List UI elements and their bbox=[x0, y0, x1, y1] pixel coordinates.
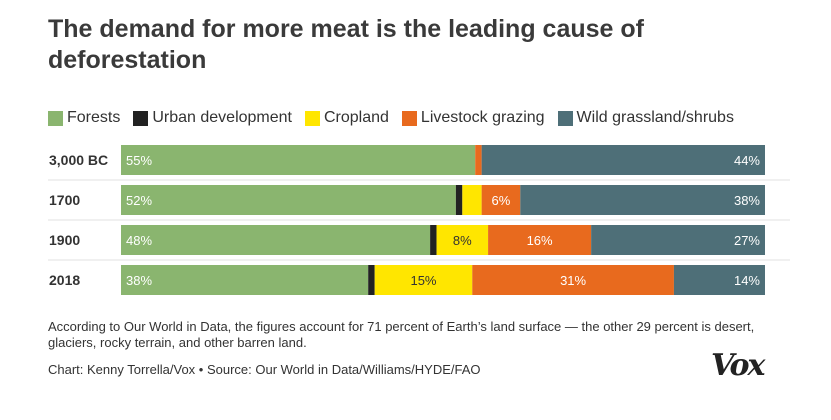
legend-item-urban: Urban development bbox=[133, 109, 292, 127]
legend-label-livestock: Livestock grazing bbox=[420, 109, 545, 126]
legend: Forests Urban development Cropland Lives… bbox=[48, 108, 747, 128]
bar-livestock-grazing-3-000-bc bbox=[475, 145, 482, 175]
data-label-forests-1700: 52% bbox=[126, 193, 152, 208]
legend-swatch-cropland bbox=[304, 110, 320, 126]
bar-cropland-1900 bbox=[436, 225, 489, 255]
data-label-livestock-grazing-2018: 31% bbox=[560, 273, 586, 288]
bar-urban-development-1700 bbox=[455, 185, 463, 215]
legend-item-forests: Forests bbox=[48, 109, 120, 127]
bar-wild-grassland-shrubs-3-000-bc bbox=[481, 145, 765, 175]
data-label-wild-grassland-shrubs-1900: 27% bbox=[734, 233, 760, 248]
legend-label-wild: Wild grassland/shrubs bbox=[576, 109, 734, 126]
data-label-cropland-1900: 8% bbox=[453, 233, 472, 248]
bar-cropland-2018 bbox=[374, 265, 473, 295]
category-label-1700: 1700 bbox=[49, 192, 80, 208]
bar-wild-grassland-shrubs-1700 bbox=[520, 185, 765, 215]
data-label-wild-grassland-shrubs-3-000-bc: 44% bbox=[734, 153, 760, 168]
legend-item-wild: Wild grassland/shrubs bbox=[557, 109, 734, 127]
legend-label-urban: Urban development bbox=[152, 109, 292, 126]
category-label-3-000-bc: 3,000 BC bbox=[49, 152, 108, 168]
legend-item-cropland: Cropland bbox=[304, 109, 389, 127]
legend-label-cropland: Cropland bbox=[323, 109, 389, 126]
legend-swatch-urban bbox=[133, 110, 149, 126]
legend-swatch-wild bbox=[557, 110, 573, 126]
category-label-2018: 2018 bbox=[49, 272, 80, 288]
chart-credit: Chart: Kenny Torrella/Vox • Source: Our … bbox=[48, 362, 481, 377]
bar-forests-1900 bbox=[121, 225, 431, 255]
category-label-1900: 1900 bbox=[49, 232, 80, 248]
bar-cropland-1700 bbox=[462, 185, 482, 215]
bar-urban-development-1900 bbox=[430, 225, 437, 255]
data-label-livestock-grazing-1900: 16% bbox=[527, 233, 553, 248]
data-label-cropland-2018: 15% bbox=[410, 273, 436, 288]
bar-livestock-grazing-1700 bbox=[481, 185, 521, 215]
data-label-wild-grassland-shrubs-2018: 14% bbox=[734, 273, 760, 288]
bar-urban-development-2018 bbox=[368, 265, 375, 295]
data-label-forests-1900: 48% bbox=[126, 233, 152, 248]
bar-forests-3-000-bc bbox=[121, 145, 476, 175]
data-label-forests-2018: 38% bbox=[126, 273, 152, 288]
bar-livestock-grazing-2018 bbox=[472, 265, 674, 295]
bar-forests-1700 bbox=[121, 185, 456, 215]
legend-swatch-forests bbox=[48, 110, 63, 126]
bar-forests-2018 bbox=[121, 265, 369, 295]
data-label-forests-3-000-bc: 55% bbox=[126, 153, 152, 168]
chart-note: According to Our World in Data, the figu… bbox=[48, 319, 755, 350]
legend-label-forests: Forests bbox=[67, 109, 121, 126]
data-label-wild-grassland-shrubs-1700: 38% bbox=[734, 193, 760, 208]
bar-wild-grassland-shrubs-2018 bbox=[673, 265, 765, 295]
bar-livestock-grazing-1900 bbox=[488, 225, 592, 255]
legend-swatch-livestock bbox=[401, 110, 417, 126]
chart-title: The demand for more meat is the leading … bbox=[48, 15, 644, 74]
bar-wild-grassland-shrubs-1900 bbox=[591, 225, 765, 255]
vox-logo: Vox bbox=[711, 348, 765, 383]
legend-item-livestock: Livestock grazing bbox=[401, 109, 545, 127]
stacked-bar-chart: 3,000 BC 55% 44% 1700 52% 6% 38% 1900 48% 8% 16% 27… bbox=[48, 145, 790, 295]
data-label-livestock-grazing-1700: 6% bbox=[492, 193, 511, 208]
